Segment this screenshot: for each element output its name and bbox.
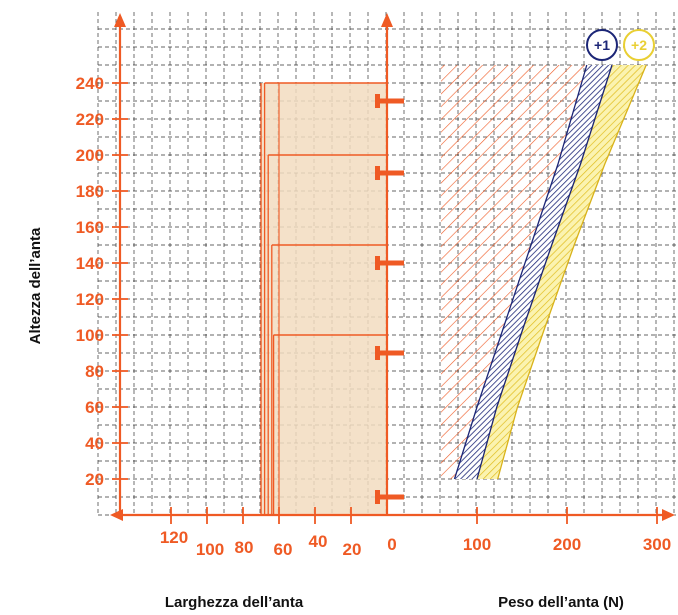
- height-tick-label: 180: [76, 182, 104, 201]
- weight-tick-label: 300: [643, 535, 671, 554]
- legend-badges: +1 +2: [586, 29, 655, 61]
- y-axis-title: Altezza dell’anta: [27, 227, 44, 344]
- height-tick-label: 120: [76, 290, 104, 309]
- height-tick-label: 80: [85, 362, 104, 381]
- height-tick-label: 220: [76, 110, 104, 129]
- axes: [110, 13, 675, 524]
- weight-bands: [441, 64, 647, 480]
- height-tick-label: 240: [76, 74, 104, 93]
- width-panel: [260, 82, 404, 515]
- series-band-2: [477, 65, 647, 479]
- height-axis-arrow: [114, 13, 126, 27]
- series-band-1-left-edge: [453, 64, 588, 480]
- hinge-icon-arm: [378, 494, 404, 500]
- height-tick-label: 160: [76, 218, 104, 237]
- width-tick-label: 100: [196, 540, 224, 559]
- x-axis-arrow-right: [662, 509, 675, 521]
- series-badge-label-2: +2: [631, 37, 647, 53]
- series-band-1-right-edge: [476, 64, 613, 480]
- center-axis-arrow: [381, 13, 393, 27]
- weight-tick-label: 100: [463, 535, 491, 554]
- hinge-icon: [375, 256, 380, 270]
- hinge-icon: [375, 490, 380, 504]
- width-tick-label: 20: [343, 540, 362, 559]
- height-tick-label: 100: [76, 326, 104, 345]
- hinge-icon: [375, 94, 380, 108]
- width-tick-label: 40: [309, 532, 328, 551]
- hinge-icon-arm: [378, 98, 404, 104]
- width-tick-label: 60: [274, 540, 293, 559]
- x-axis-title-weight: Peso dell’anta (N): [498, 594, 624, 611]
- hinge-icon: [375, 346, 380, 360]
- series-band-2-right-edge: [497, 64, 647, 480]
- hinge-icon-arm: [378, 170, 404, 176]
- hinge-icon-arm: [378, 350, 404, 356]
- series-badge-2: [623, 29, 655, 61]
- hinge-icon: [375, 166, 380, 180]
- width-panel-fill: [261, 83, 387, 515]
- height-tick-label: 140: [76, 254, 104, 273]
- height-tick-label: 200: [76, 146, 104, 165]
- series-badge-label-1: +1: [594, 37, 610, 53]
- width-tick-label: 0: [387, 535, 396, 554]
- height-tick-label: 20: [85, 470, 104, 489]
- x-axis-title-width: Larghezza dell’anta: [165, 594, 304, 611]
- hinge-icon-arm: [378, 260, 404, 266]
- series-band-1: [454, 65, 612, 479]
- height-tick-label: 40: [85, 434, 104, 453]
- height-tick-label: 60: [85, 398, 104, 417]
- width-tick-label: 120: [160, 528, 188, 547]
- width-tick-label: 80: [235, 538, 254, 557]
- weight-tick-label: 200: [553, 535, 581, 554]
- series-badge-1: [586, 29, 618, 61]
- hatched-zone: [441, 65, 587, 479]
